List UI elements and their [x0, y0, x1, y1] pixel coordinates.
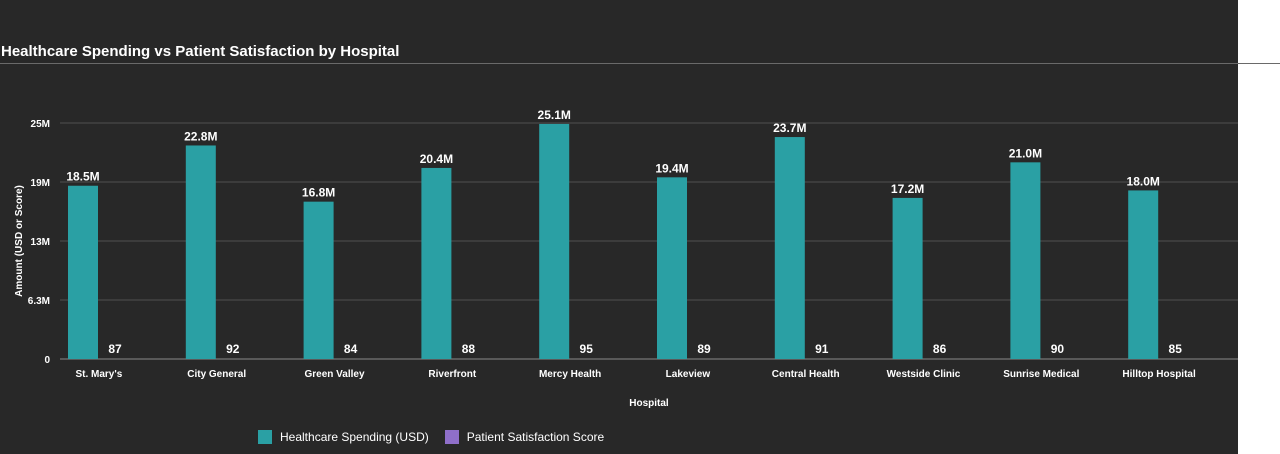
spending-bar — [185, 145, 216, 359]
y-tick-label: 13M — [31, 237, 50, 248]
legend-item[interactable]: Patient Satisfaction Score — [444, 430, 605, 444]
spending-bar — [1128, 190, 1159, 359]
y-axis-title: Amount (USD or Score) — [14, 185, 25, 297]
spending-bar — [68, 185, 98, 359]
legend-label: Healthcare Spending (USD) — [280, 430, 429, 444]
x-tick-label: Green Valley — [304, 369, 364, 380]
spending-data-label: 18.5M — [66, 170, 99, 184]
legend-swatch — [444, 430, 459, 444]
x-tick-label: St. Mary's — [75, 369, 122, 380]
x-tick-label: Central Health — [772, 369, 840, 380]
chart-title: Healthcare Spending vs Patient Satisfact… — [1, 43, 400, 60]
spending-bar — [892, 197, 923, 359]
chart-panel: Healthcare Spending vs Patient Satisfact… — [0, 0, 1238, 454]
y-tick-label: 19M — [31, 178, 50, 189]
spending-bar — [1010, 162, 1041, 359]
x-tick-label: Mercy Health — [539, 369, 601, 380]
spending-data-label: 20.4M — [420, 152, 453, 166]
satisfaction-data-label: 84 — [344, 342, 358, 356]
spending-bar — [774, 137, 805, 359]
spending-bar — [657, 177, 687, 359]
chart-legend: Healthcare Spending (USD) Patient Satisfa… — [258, 430, 620, 444]
x-tick-label: City General — [187, 369, 246, 380]
y-tick-label: 6.3M — [28, 296, 50, 307]
legend-swatch — [258, 430, 272, 444]
satisfaction-data-label: 87 — [108, 342, 122, 356]
title-divider — [0, 63, 1280, 64]
spending-bar — [421, 167, 452, 359]
spending-data-label: 16.8M — [302, 186, 335, 200]
satisfaction-data-label: 89 — [697, 342, 711, 356]
spending-data-label: 18.0M — [1127, 174, 1160, 188]
spending-data-label: 23.7M — [773, 121, 806, 135]
satisfaction-data-label: 92 — [226, 342, 240, 356]
chart-plot: 0 6.3M 13M 19M 25M Amount (USD or Score) 18.5M… — [14, 108, 1238, 409]
satisfaction-data-label: 95 — [580, 342, 594, 356]
legend-item[interactable]: Healthcare Spending (USD) — [258, 430, 429, 444]
x-tick-label: Lakeview — [666, 369, 711, 380]
satisfaction-data-label: 85 — [1169, 342, 1183, 356]
legend-label: Patient Satisfaction Score — [466, 430, 605, 444]
x-tick-label: Westside Clinic — [887, 369, 961, 380]
spending-data-label: 25.1M — [538, 108, 571, 122]
satisfaction-data-label: 90 — [1051, 342, 1065, 356]
x-tick-label: Sunrise Medical — [1003, 369, 1079, 380]
spending-data-label: 17.2M — [891, 182, 924, 196]
y-tick-label: 25M — [31, 119, 50, 130]
spending-data-label: 21.0M — [1009, 146, 1042, 160]
spending-bar — [303, 201, 334, 359]
y-tick-label: 0 — [44, 355, 50, 366]
x-axis-title: Hospital — [629, 398, 669, 409]
x-tick-label: Hilltop Hospital — [1122, 369, 1196, 380]
x-tick-label: Riverfront — [428, 369, 476, 380]
spending-data-label: 22.8M — [184, 129, 217, 143]
spending-data-label: 19.4M — [655, 161, 688, 175]
spending-bar — [539, 123, 570, 359]
satisfaction-data-label: 88 — [462, 342, 476, 356]
satisfaction-data-label: 91 — [815, 342, 829, 356]
satisfaction-data-label: 86 — [933, 342, 947, 356]
